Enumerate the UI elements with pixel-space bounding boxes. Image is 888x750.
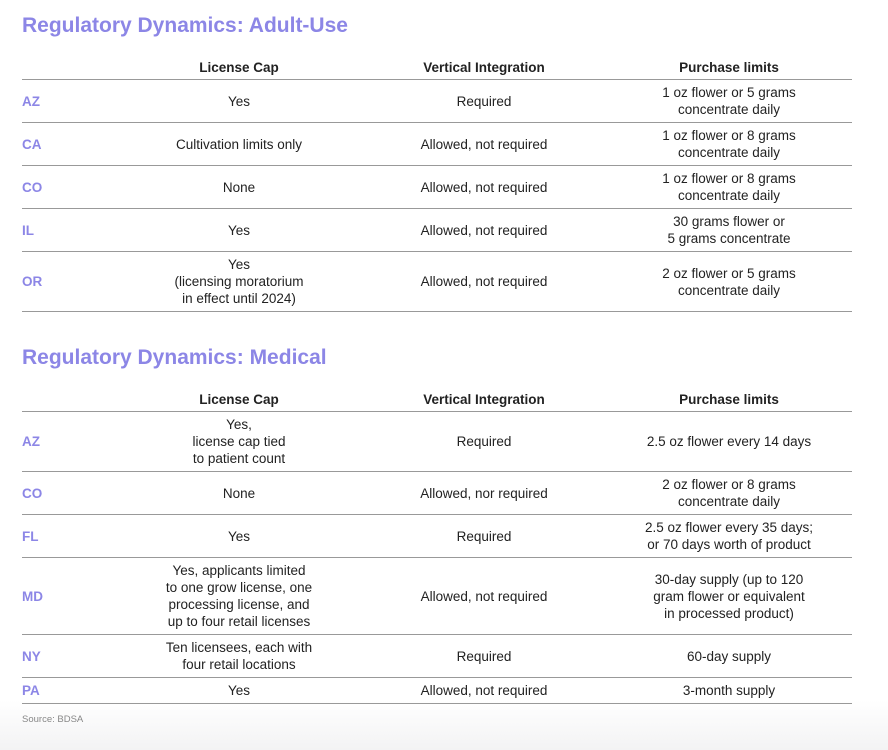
cell: Required <box>328 634 640 678</box>
cell: 60-day supply <box>640 634 852 678</box>
row: IL Yes Allowed, not required 30 grams flowe… <box>22 208 852 252</box>
header-row: License Cap Vertical Integration Purchase … <box>22 387 852 412</box>
header-cell: License Cap <box>150 387 328 412</box>
cell: Yes, license cap tied to patient count <box>150 411 328 472</box>
state-cell: CA <box>22 122 150 166</box>
header-cell: Vertical Integration <box>328 55 640 80</box>
state-cell: AZ <box>22 79 150 123</box>
cell: Required <box>328 79 640 123</box>
section-title: Regulatory Dynamics: Adult-Use <box>22 14 348 37</box>
cell: Ten licensees, each with four retail loc… <box>150 634 328 678</box>
cell: Allowed, not required <box>328 251 640 312</box>
row: CO None Allowed, nor required 2 oz flower o… <box>22 471 852 515</box>
state-cell: OR <box>22 251 150 312</box>
row: NY Ten licensees, each with four retail l… <box>22 634 852 678</box>
cell: 1 oz flower or 8 grams concentrate daily <box>640 165 852 209</box>
state-cell: NY <box>22 634 150 678</box>
cell: Yes (licensing moratorium in effect unti… <box>150 251 328 312</box>
cell: 2 oz flower or 8 grams concentrate daily <box>640 471 852 515</box>
cell: 1 oz flower or 5 grams concentrate daily <box>640 79 852 123</box>
state-cell: CO <box>22 165 150 209</box>
header-cell: License Cap <box>150 55 328 80</box>
cell: None <box>150 471 328 515</box>
header-cell <box>22 387 150 412</box>
cell: Allowed, not required <box>328 122 640 166</box>
table: License Cap Vertical Integration Purchase … <box>22 387 852 704</box>
cell: 2.5 oz flower every 35 days; or 70 days … <box>640 514 852 558</box>
table-body: AZ Yes Required 1 oz flower or 5 grams conc… <box>22 79 852 312</box>
cell: Yes, applicants limited to one grow lice… <box>150 557 328 635</box>
cell: 2.5 oz flower every 14 days <box>640 411 852 472</box>
header-row: License Cap Vertical Integration Purchase … <box>22 55 852 80</box>
header-cell: Purchase limits <box>640 387 852 412</box>
cell: Allowed, not required <box>328 208 640 252</box>
state-cell: MD <box>22 557 150 635</box>
cell: Required <box>328 514 640 558</box>
state-cell: CO <box>22 471 150 515</box>
state-cell: FL <box>22 514 150 558</box>
cell: Yes <box>150 514 328 558</box>
section-title: Regulatory Dynamics: Medical <box>22 346 327 369</box>
row: MD Yes, applicants limited to one grow li… <box>22 557 852 635</box>
row: AZ Yes Required 1 oz flower or 5 grams conc… <box>22 79 852 123</box>
cell: Cultivation limits only <box>150 122 328 166</box>
table: License Cap Vertical Integration Purchase … <box>22 55 852 312</box>
cell: Yes <box>150 79 328 123</box>
table-head: License Cap Vertical Integration Purchase … <box>22 55 852 80</box>
header-cell <box>22 55 150 80</box>
row: PA Yes Allowed, not required 3-month supply <box>22 677 852 704</box>
table-head: License Cap Vertical Integration Purchase … <box>22 387 852 412</box>
cell: Yes <box>150 208 328 252</box>
cell: 30-day supply (up to 120 gram flower or … <box>640 557 852 635</box>
cell: 1 oz flower or 8 grams concentrate daily <box>640 122 852 166</box>
cell: 2 oz flower or 5 grams concentrate daily <box>640 251 852 312</box>
cell: 3-month supply <box>640 677 852 704</box>
cell: Allowed, nor required <box>328 471 640 515</box>
cell: Yes <box>150 677 328 704</box>
cell: Allowed, not required <box>328 677 640 704</box>
cell: None <box>150 165 328 209</box>
cell: Allowed, not required <box>328 557 640 635</box>
table-body: AZ Yes, license cap tied to patient count… <box>22 411 852 704</box>
cell: Allowed, not required <box>328 165 640 209</box>
row: OR Yes (licensing moratorium in effect un… <box>22 251 852 312</box>
source-note: Source: BDSA <box>22 714 84 725</box>
state-cell: AZ <box>22 411 150 472</box>
state-cell: PA <box>22 677 150 704</box>
cell: Required <box>328 411 640 472</box>
cell: 30 grams flower or 5 grams concentrate <box>640 208 852 252</box>
header-cell: Vertical Integration <box>328 387 640 412</box>
row: FL Yes Required 2.5 oz flower every 35 days… <box>22 514 852 558</box>
row: CO None Allowed, not required 1 oz flower o… <box>22 165 852 209</box>
header-cell: Purchase limits <box>640 55 852 80</box>
state-cell: IL <box>22 208 150 252</box>
row: AZ Yes, license cap tied to patient count… <box>22 411 852 472</box>
row: CA Cultivation limits only Allowed, not re… <box>22 122 852 166</box>
